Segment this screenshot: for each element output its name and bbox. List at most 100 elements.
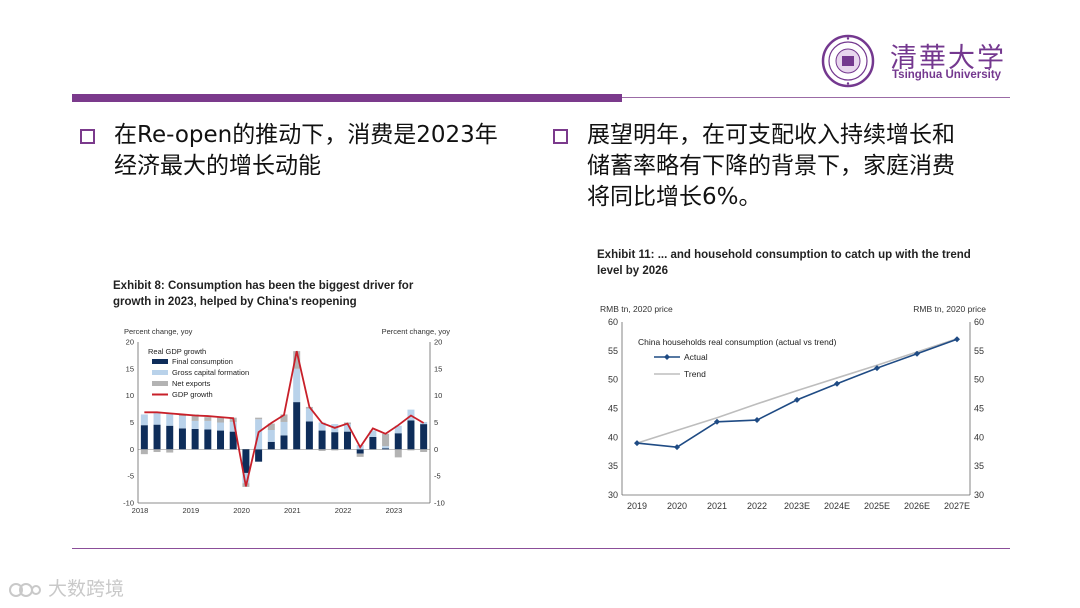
bar-gross-capital xyxy=(293,368,301,403)
chart1-x-tick-label: 2022 xyxy=(335,506,352,515)
header-accent-bar xyxy=(72,94,622,102)
chart2-left-axis-label: RMB tn, 2020 price xyxy=(600,304,673,314)
bar-final-consumption xyxy=(217,430,225,450)
bullet-text: 展望明年，在可支配收入持续增长和储蓄率略有下降的背景下，家庭消费将同比增长6%。 xyxy=(587,122,955,210)
legend-label-actual: Actual xyxy=(684,352,708,362)
bar-net-exports xyxy=(166,449,174,453)
legend-swatch-net-exports xyxy=(152,381,168,386)
bar-final-consumption xyxy=(369,436,377,450)
bullet-square-icon xyxy=(80,129,95,144)
chart2-left-tick-label: 30 xyxy=(608,490,618,500)
bar-net-exports xyxy=(204,417,212,421)
bar-gross-capital xyxy=(204,420,212,430)
chart2-x-tick-label: 2022 xyxy=(747,501,767,511)
chart1-right-tick-label: 15 xyxy=(434,364,442,373)
chart1-left-tick-label: 5 xyxy=(130,418,134,427)
chart1-left-tick-label: 10 xyxy=(126,391,134,400)
bar-gross-capital xyxy=(217,422,225,431)
legend-label-final-consumption: Final consumption xyxy=(172,357,233,366)
bar-final-consumption xyxy=(267,441,275,450)
chart2-right-tick-label: 60 xyxy=(974,317,984,327)
watermark-text: 大数跨境 xyxy=(48,578,125,600)
legend-label-trend: Trend xyxy=(684,369,706,379)
chart2-x-tick-label: 2024E xyxy=(824,501,850,511)
chart2-x-tick-label: 2023E xyxy=(784,501,810,511)
bar-net-exports xyxy=(280,414,288,422)
chart1-left-tick-label: 0 xyxy=(130,445,134,454)
bar-gross-capital xyxy=(191,420,199,429)
chart1-right-tick-label: 20 xyxy=(434,338,442,347)
actual-point xyxy=(954,336,960,343)
chart2-x-tick-label: 2027E xyxy=(944,501,970,511)
actual-point xyxy=(754,417,760,424)
chart1-right-tick-label: -5 xyxy=(434,472,441,481)
chart2-right-tick-label: 30 xyxy=(974,490,984,500)
household-consumption-chart: RMB tn, 2020 price RMB tn, 2020 price 30… xyxy=(592,300,1000,518)
bullet-consumption-driver: 在Re-open的推动下，消费是2023年经济最大的增长动能 xyxy=(80,120,500,186)
bar-net-exports xyxy=(318,449,326,451)
watermark-logo-icon xyxy=(9,582,41,597)
tsinghua-logo: 清華大学 Tsinghua University xyxy=(820,34,1020,88)
chart2-right-tick-label: 45 xyxy=(974,404,984,414)
chart2-left-tick-label: 40 xyxy=(608,432,618,442)
bar-net-exports xyxy=(267,423,275,431)
bar-gross-capital xyxy=(178,416,186,429)
exhibit-11-title: Exhibit 11: ... and household consumptio… xyxy=(597,249,971,277)
chart2-x-tick-label: 2019 xyxy=(627,501,647,511)
bar-final-consumption xyxy=(305,421,313,450)
bar-final-consumption xyxy=(318,430,326,450)
exhibit-8-title: Exhibit 8: Consumption has been the bigg… xyxy=(113,280,414,308)
actual-point xyxy=(874,365,880,372)
bar-gross-capital xyxy=(305,408,313,422)
watermark: 大数跨境 xyxy=(8,574,124,601)
bar-final-consumption xyxy=(394,433,402,450)
chart1-left-tick-label: 15 xyxy=(126,364,134,373)
legend-swatch-gross-capital xyxy=(152,370,168,375)
chart1-left-axis-label: Percent change, yoy xyxy=(124,327,193,336)
chart1-x-tick-label: 2023 xyxy=(386,506,403,515)
chart1-right-axis-label: Percent change, yoy xyxy=(382,327,451,336)
actual-point xyxy=(674,444,680,451)
bar-net-exports xyxy=(140,449,148,455)
legend-swatch-final-consumption xyxy=(152,359,168,364)
chart2-x-tick-label: 2021 xyxy=(707,501,727,511)
bullet-household-outlook: 展望明年，在可支配收入持续增长和储蓄率略有下降的背景下，家庭消费将同比增长6%。 xyxy=(553,120,973,216)
chart2-right-tick-label: 35 xyxy=(974,461,984,471)
chart1-right-tick-label: 5 xyxy=(434,418,438,427)
chart1-x-tick-label: 2019 xyxy=(182,506,199,515)
chart2-x-tick-label: 2020 xyxy=(667,501,687,511)
bar-gross-capital xyxy=(343,424,351,432)
bar-final-consumption xyxy=(255,449,263,462)
bar-gross-capital xyxy=(394,425,402,434)
chart2-left-tick-label: 60 xyxy=(608,317,618,327)
bar-net-exports xyxy=(293,351,301,369)
chart2-left-tick-label: 35 xyxy=(608,461,618,471)
bullet-text: 在Re-open的推动下，消费是2023年经济最大的增长动能 xyxy=(114,122,498,179)
bar-gross-capital xyxy=(267,430,275,442)
logo-english-name: Tsinghua University xyxy=(892,69,1002,81)
tsinghua-seal-icon xyxy=(821,34,875,88)
gdp-growth-line xyxy=(144,350,425,487)
bar-gross-capital xyxy=(229,421,237,432)
bar-final-consumption xyxy=(331,432,339,450)
bar-gross-capital xyxy=(166,413,174,426)
bar-net-exports xyxy=(331,449,339,451)
chart1-left-tick-label: 20 xyxy=(126,338,134,347)
bar-final-consumption xyxy=(356,449,364,454)
chart1-left-tick-label: -10 xyxy=(123,499,134,508)
chart2-right-axis-label: RMB tn, 2020 price xyxy=(913,304,986,314)
bar-net-exports xyxy=(255,417,263,420)
chart2-left-tick-label: 45 xyxy=(608,404,618,414)
chart2-x-tick-label: 2026E xyxy=(904,501,930,511)
bar-final-consumption xyxy=(153,424,161,450)
bar-final-consumption xyxy=(140,425,148,450)
bar-net-exports xyxy=(153,449,161,453)
chart1-right-tick-label: -10 xyxy=(434,499,445,508)
bar-final-consumption xyxy=(293,402,301,450)
bar-final-consumption xyxy=(242,449,250,473)
bar-final-consumption xyxy=(204,429,212,450)
bar-final-consumption xyxy=(343,431,351,450)
legend-diamond-icon xyxy=(664,354,670,360)
bar-gross-capital xyxy=(242,472,250,484)
chart1-left-tick-label: -5 xyxy=(127,472,134,481)
